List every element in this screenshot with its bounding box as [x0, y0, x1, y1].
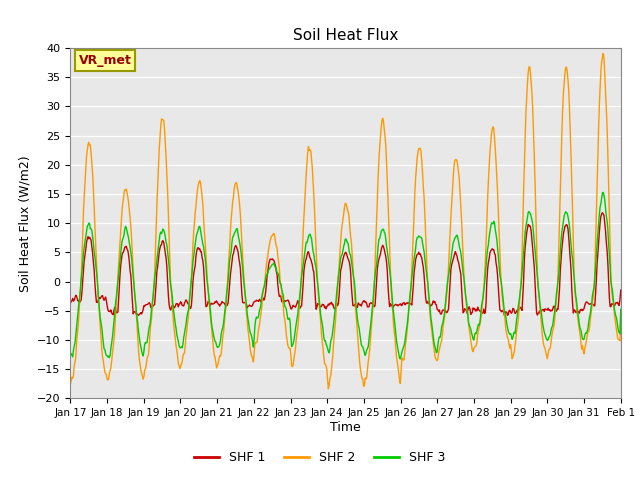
SHF 2 — [189, 243, 196, 249]
SHF 2 — [218, 343, 226, 348]
Text: VR_met: VR_met — [79, 54, 132, 67]
SHF 1 — [413, 254, 420, 260]
SHF 2 — [617, 308, 625, 313]
SHF 1 — [500, 313, 508, 319]
SHF 1 — [189, 280, 196, 286]
Line: SHF 1: SHF 1 — [70, 213, 621, 316]
SHF 3 — [599, 190, 607, 195]
SHF 3 — [218, 327, 226, 333]
SHF 2 — [67, 381, 74, 387]
SHF 3 — [133, 314, 141, 320]
SHF 2 — [133, 323, 141, 328]
SHF 2 — [413, 155, 421, 160]
SHF 3 — [189, 260, 196, 266]
SHF 1 — [617, 287, 625, 293]
SHF 3 — [617, 306, 625, 312]
Title: Soil Heat Flux: Soil Heat Flux — [293, 28, 398, 43]
SHF 1 — [133, 311, 141, 317]
SHF 3 — [429, 334, 437, 339]
SHF 1 — [67, 300, 74, 306]
SHF 3 — [77, 287, 84, 293]
X-axis label: Time: Time — [330, 421, 361, 434]
SHF 2 — [324, 386, 332, 392]
Y-axis label: Soil Heat Flux (W/m2): Soil Heat Flux (W/m2) — [19, 155, 31, 291]
SHF 3 — [413, 235, 421, 240]
SHF 3 — [397, 356, 404, 362]
SHF 2 — [599, 50, 607, 56]
Line: SHF 2: SHF 2 — [70, 53, 621, 389]
Legend: SHF 1, SHF 2, SHF 3: SHF 1, SHF 2, SHF 3 — [189, 446, 451, 469]
SHF 1 — [598, 210, 606, 216]
SHF 2 — [429, 340, 437, 346]
SHF 1 — [218, 299, 226, 304]
SHF 2 — [77, 288, 84, 294]
SHF 3 — [67, 352, 74, 358]
SHF 1 — [429, 300, 436, 306]
SHF 1 — [77, 298, 84, 304]
Line: SHF 3: SHF 3 — [70, 192, 621, 359]
